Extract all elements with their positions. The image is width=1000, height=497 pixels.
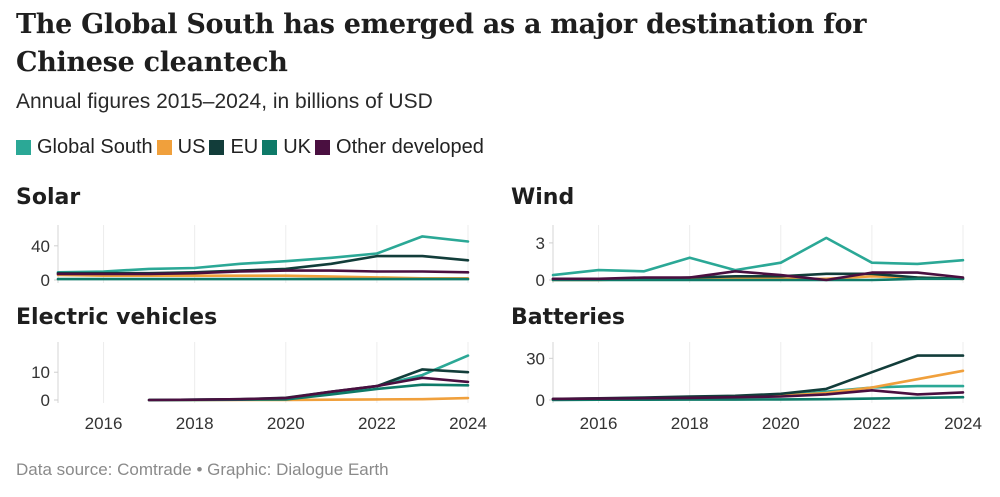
x-tick-label: 2022	[853, 414, 891, 433]
series-line-electric-vehicles-uk	[147, 383, 470, 402]
y-tick-label-solar: 40	[31, 237, 50, 256]
series-line-electric-vehicles-other-developed	[147, 376, 470, 402]
legend-label: EU	[230, 135, 259, 158]
panel-title-solar: Solar	[16, 185, 80, 210]
legend-swatch-eu	[209, 139, 225, 155]
panel-title-batteries: Batteries	[511, 305, 625, 330]
x-tick-label: 2024	[449, 414, 487, 433]
x-tick-label: 2024	[944, 414, 982, 433]
panel-title-electric-vehicles: Electric vehicles	[16, 305, 217, 330]
legend-label: Global South	[37, 135, 153, 158]
x-tick-label: 2016	[85, 414, 123, 433]
series-line-wind-global-south	[551, 236, 965, 277]
series-line-solar-other-developed	[56, 269, 470, 276]
legend: Global South US EU UK Other developed	[16, 135, 488, 159]
y-tick-label-wind: 3	[536, 234, 545, 253]
legend-item-us: US	[156, 135, 206, 159]
legend-swatch-global-south	[16, 139, 31, 155]
x-tick-label: 2020	[762, 414, 800, 433]
legend-item-global-south: Global South	[16, 136, 153, 159]
y-tick-label-solar: 0	[41, 271, 50, 290]
series-line-solar-us	[56, 273, 470, 280]
legend-swatch-other-developed	[315, 139, 331, 155]
series-line-wind-uk	[551, 277, 965, 282]
legend-label: US	[177, 135, 206, 158]
legend-swatch-us	[156, 139, 172, 155]
source-footer: Data source: Comtrade • Graphic: Dialogu…	[16, 460, 389, 479]
x-tick-label: 2018	[176, 414, 214, 433]
legend-item-other-developed: Other developed	[315, 136, 484, 159]
x-tick-label: 2016	[580, 414, 618, 433]
x-tick-label: 2018	[671, 414, 709, 433]
legend-label: UK	[283, 135, 312, 158]
legend-label: Other developed	[336, 135, 484, 158]
x-tick-label: 2020	[267, 414, 305, 433]
chart-subtitle: Annual figures 2015–2024, in billions of…	[16, 90, 433, 113]
series-line-solar-global-south	[56, 235, 470, 274]
y-tick-label-electric-vehicles: 0	[41, 391, 50, 410]
y-tick-label-electric-vehicles: 10	[31, 363, 50, 382]
legend-item-eu: EU	[209, 136, 258, 159]
legend-item-uk: UK	[262, 136, 311, 159]
legend-swatch-uk	[262, 139, 278, 155]
y-tick-label-wind: 0	[536, 271, 545, 290]
series-line-wind-other-developed	[551, 269, 965, 282]
y-tick-label-batteries: 0	[536, 391, 545, 410]
series-line-batteries-other-developed	[551, 388, 965, 401]
x-tick-label: 2022	[358, 414, 396, 433]
small-multiples-charts: Solar 0 40 Wind 0 3 Electric vehicles 0 10 Batter…	[16, 185, 982, 433]
y-tick-label-batteries: 30	[526, 349, 545, 368]
panel-title-wind: Wind	[511, 185, 574, 210]
chart-title: The Global South has emerged as a major …	[16, 9, 867, 78]
